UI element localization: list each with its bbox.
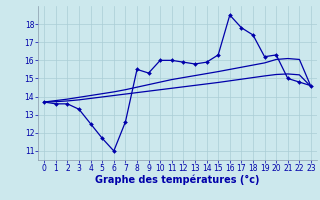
X-axis label: Graphe des températures (°c): Graphe des températures (°c) [95, 175, 260, 185]
